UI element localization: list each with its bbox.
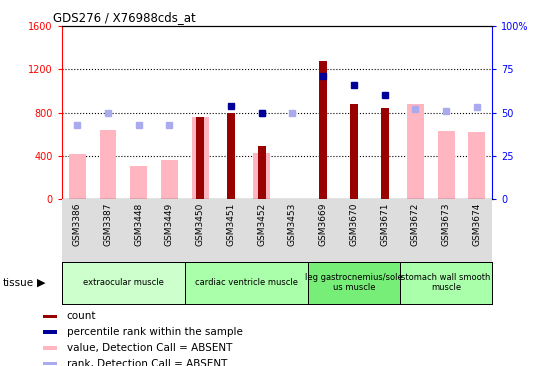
Text: GSM3448: GSM3448 [134, 203, 143, 246]
Text: extraocular muscle: extraocular muscle [83, 278, 164, 287]
Bar [100, 130, 116, 199]
Text: GDS276 / X76988cds_at: GDS276 / X76988cds_at [53, 11, 196, 25]
Text: GSM3673: GSM3673 [442, 203, 451, 246]
Text: ▶: ▶ [37, 277, 45, 288]
Bar [161, 160, 178, 199]
Text: cardiac ventricle muscle: cardiac ventricle muscle [195, 278, 298, 287]
Text: stomach wall smooth
muscle: stomach wall smooth muscle [401, 273, 491, 292]
Text: count: count [67, 311, 96, 321]
Bar [400, 262, 492, 304]
Bar [196, 117, 204, 199]
Bar [258, 146, 266, 199]
Text: GSM3670: GSM3670 [349, 203, 358, 246]
Text: tissue: tissue [3, 277, 34, 288]
Text: GSM3449: GSM3449 [165, 203, 174, 246]
Bar [192, 117, 209, 199]
Text: rank, Detection Call = ABSENT: rank, Detection Call = ABSENT [67, 359, 227, 366]
Text: GSM3669: GSM3669 [318, 203, 328, 246]
Bar [253, 153, 270, 199]
Bar [381, 108, 388, 199]
Bar [43, 315, 57, 318]
Bar [308, 262, 400, 304]
Text: percentile rank within the sample: percentile rank within the sample [67, 327, 243, 337]
Text: GSM3386: GSM3386 [73, 203, 82, 246]
Text: GSM3671: GSM3671 [380, 203, 389, 246]
Bar [69, 154, 86, 199]
Bar [62, 262, 185, 304]
Text: GSM3672: GSM3672 [411, 203, 420, 246]
Text: GSM3450: GSM3450 [196, 203, 205, 246]
Text: leg gastrocnemius/sole
us muscle: leg gastrocnemius/sole us muscle [305, 273, 403, 292]
Text: GSM3453: GSM3453 [288, 203, 297, 246]
Text: GSM3674: GSM3674 [472, 203, 482, 246]
Text: GSM3452: GSM3452 [257, 203, 266, 246]
Bar [43, 362, 57, 365]
Bar [43, 330, 57, 334]
Text: value, Detection Call = ABSENT: value, Detection Call = ABSENT [67, 343, 232, 353]
Bar [185, 262, 308, 304]
Bar [43, 346, 57, 350]
Bar [407, 104, 424, 199]
Bar [438, 131, 455, 199]
Bar [320, 61, 327, 199]
Bar [227, 113, 235, 199]
Text: GSM3451: GSM3451 [226, 203, 236, 246]
Text: GSM3387: GSM3387 [103, 203, 112, 246]
Bar [469, 132, 485, 199]
Bar [130, 166, 147, 199]
Bar [350, 104, 358, 199]
